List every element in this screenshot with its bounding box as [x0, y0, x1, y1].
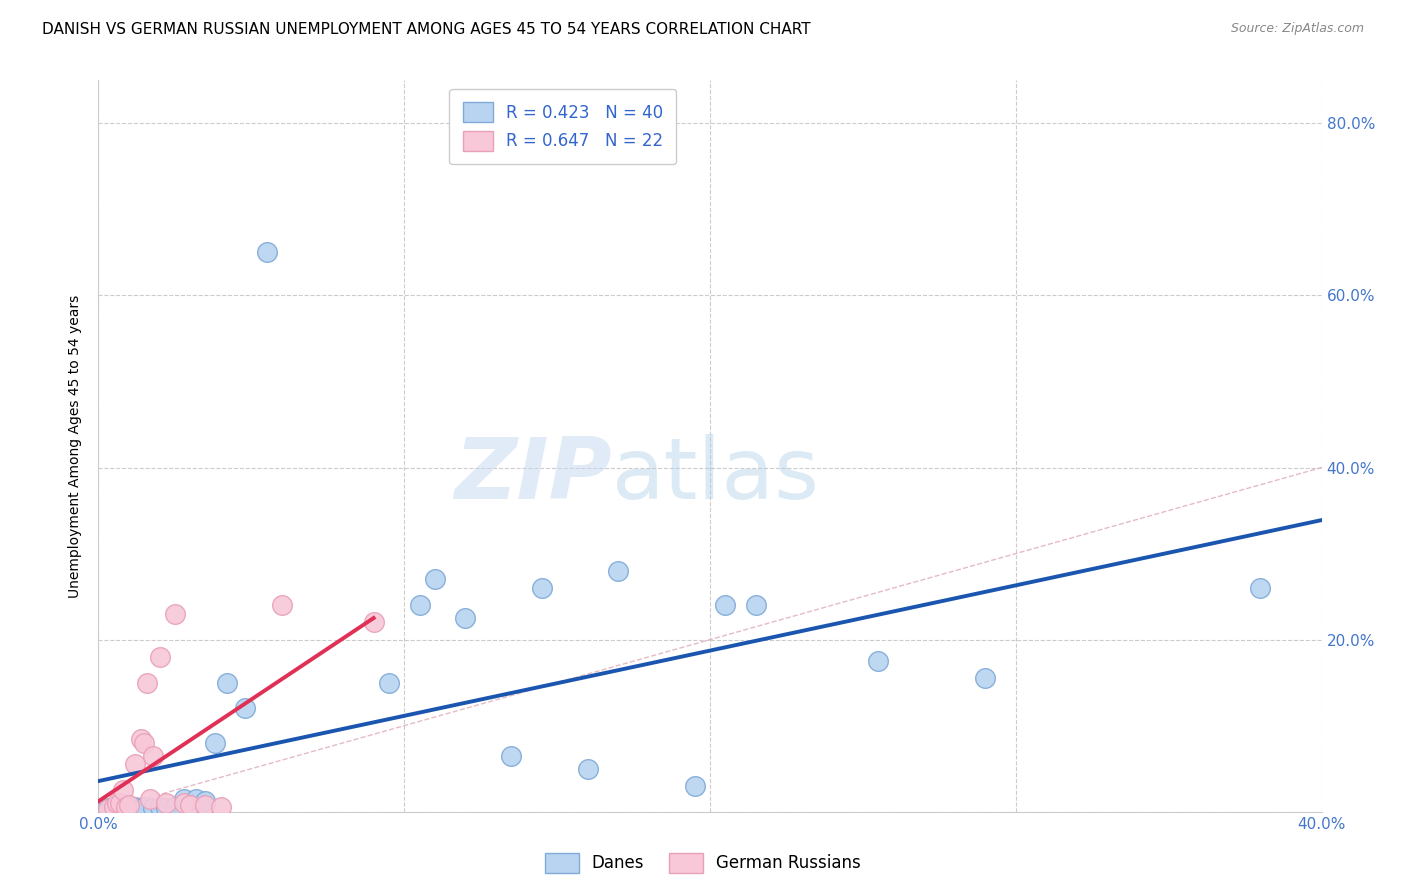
Point	[501, 748, 523, 763]
Point	[105, 801, 128, 815]
Point	[179, 797, 201, 812]
Point	[868, 654, 890, 668]
Point	[576, 762, 599, 776]
Text: DANISH VS GERMAN RUSSIAN UNEMPLOYMENT AMONG AGES 45 TO 54 YEARS CORRELATION CHAR: DANISH VS GERMAN RUSSIAN UNEMPLOYMENT AM…	[42, 22, 811, 37]
Point	[215, 675, 238, 690]
Point	[194, 797, 217, 812]
Point	[139, 792, 162, 806]
Point	[155, 796, 177, 810]
Point	[108, 800, 131, 814]
Point	[134, 799, 156, 814]
Point	[149, 649, 172, 664]
Point	[118, 797, 141, 812]
Point	[209, 800, 232, 814]
Point	[100, 802, 122, 816]
Point	[186, 792, 208, 806]
Point	[121, 801, 143, 815]
Point	[105, 796, 128, 810]
Point	[173, 792, 195, 806]
Legend: R = 0.423   N = 40, R = 0.647   N = 22: R = 0.423 N = 40, R = 0.647 N = 22	[450, 88, 676, 164]
Point	[129, 731, 152, 746]
Point	[103, 800, 125, 814]
Point	[127, 802, 149, 816]
Point	[108, 796, 131, 810]
Point	[423, 573, 446, 587]
Point	[111, 801, 134, 815]
Point	[683, 779, 706, 793]
Point	[129, 801, 152, 815]
Point	[115, 799, 138, 814]
Point	[142, 748, 165, 763]
Point	[134, 736, 156, 750]
Point	[103, 800, 125, 814]
Point	[270, 598, 292, 612]
Point	[408, 598, 430, 612]
Point	[118, 800, 141, 814]
Point	[97, 802, 120, 816]
Point	[233, 701, 256, 715]
Point	[530, 581, 553, 595]
Point	[142, 801, 165, 815]
Point	[93, 802, 115, 816]
Text: atlas: atlas	[612, 434, 820, 516]
Text: ZIP: ZIP	[454, 434, 612, 516]
Point	[124, 757, 146, 772]
Point	[124, 800, 146, 814]
Point	[256, 245, 278, 260]
Point	[163, 607, 186, 621]
Point	[204, 736, 226, 750]
Point	[115, 800, 138, 814]
Y-axis label: Unemployment Among Ages 45 to 54 years: Unemployment Among Ages 45 to 54 years	[69, 294, 83, 598]
Point	[97, 801, 120, 815]
Point	[745, 598, 768, 612]
Point	[149, 800, 172, 814]
Point	[378, 675, 401, 690]
Point	[194, 794, 217, 808]
Point	[714, 598, 737, 612]
Point	[454, 611, 477, 625]
Point	[363, 615, 385, 630]
Point	[111, 783, 134, 797]
Legend: Danes, German Russians: Danes, German Russians	[538, 847, 868, 880]
Point	[607, 564, 630, 578]
Point	[179, 797, 201, 812]
Point	[1249, 581, 1271, 595]
Text: Source: ZipAtlas.com: Source: ZipAtlas.com	[1230, 22, 1364, 36]
Point	[136, 675, 159, 690]
Point	[155, 801, 177, 815]
Point	[173, 796, 195, 810]
Point	[974, 671, 997, 685]
Point	[163, 800, 186, 814]
